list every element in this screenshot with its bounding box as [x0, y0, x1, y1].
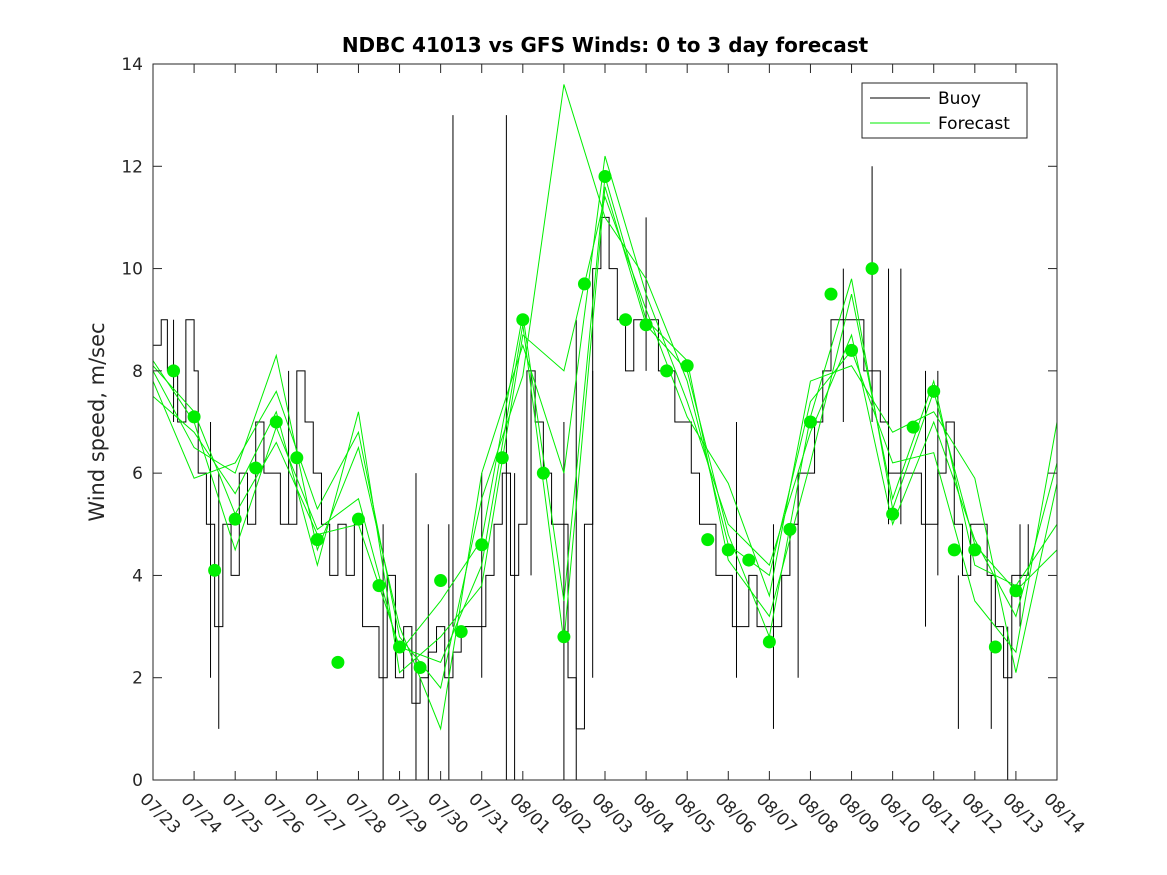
forecast-marker [865, 262, 879, 276]
forecast-marker [639, 318, 653, 332]
legend-box [861, 82, 1028, 139]
forecast-marker [577, 277, 591, 291]
legend-buoy-label: Buoy [938, 89, 981, 109]
forecast-marker [845, 343, 859, 357]
forecast-marker [557, 630, 571, 644]
forecast-marker [536, 466, 550, 480]
buoy-series-line [153, 216, 1029, 730]
legend: Buoy Forecast [861, 82, 1028, 139]
y-axis: 0 2 4 6 8 10 12 14 [121, 55, 1057, 791]
forecast-marker [701, 533, 715, 547]
forecast-marker [393, 640, 407, 654]
y-tick-label: 4 [132, 566, 143, 586]
forecast-marker [290, 451, 304, 465]
forecast-marker [762, 635, 776, 649]
forecast-marker [619, 313, 633, 327]
forecast-marker [434, 574, 448, 588]
forecast-marker [783, 522, 797, 536]
forecast-marker [824, 287, 838, 301]
forecast-series-line [152, 195, 1058, 674]
forecast-marker [886, 507, 900, 521]
forecast-marker [947, 543, 961, 557]
plot-area [153, 64, 1057, 780]
forecast-marker [906, 420, 920, 434]
y-tick-label: 0 [132, 771, 143, 791]
forecast-marker-layer [167, 170, 1023, 674]
y-tick-label: 14 [121, 55, 143, 75]
chart-title: NDBC 41013 vs GFS Winds: 0 to 3 day fore… [342, 33, 869, 57]
forecast-marker [413, 660, 427, 674]
forecast-marker [475, 538, 489, 552]
forecast-marker [454, 625, 468, 639]
y-axis-label: Wind speed, m/sec [85, 322, 109, 521]
forecast-marker [495, 451, 509, 465]
forecast-marker [721, 543, 735, 557]
forecast-layer [152, 84, 1058, 731]
forecast-marker [208, 563, 222, 577]
buoy-layer [153, 115, 1029, 780]
forecast-marker [1009, 584, 1023, 598]
y-tick-label: 8 [132, 362, 143, 382]
forecast-marker [742, 553, 756, 567]
forecast-series-line [152, 155, 1058, 731]
axes-background [153, 64, 1057, 780]
forecast-marker [310, 533, 324, 547]
forecast-marker [988, 640, 1002, 654]
forecast-marker [516, 313, 530, 327]
forecast-marker [803, 415, 817, 429]
forecast-marker [660, 364, 674, 378]
y-tick-label: 12 [121, 157, 143, 177]
forecast-marker [187, 410, 201, 424]
forecast-marker [331, 655, 345, 669]
forecast-marker [680, 359, 694, 373]
forecast-marker [372, 579, 386, 593]
forecast-marker [968, 543, 982, 557]
y-tick-label: 2 [132, 669, 143, 689]
forecast-marker [228, 512, 242, 526]
y-tick-label: 6 [132, 464, 143, 484]
forecast-marker [927, 384, 941, 398]
forecast-marker [269, 415, 283, 429]
forecast-marker [249, 461, 263, 475]
y-tick-label: 10 [121, 260, 143, 280]
legend-forecast-label: Forecast [938, 114, 1010, 134]
forecast-marker [167, 364, 181, 378]
forecast-series-line [152, 186, 1058, 664]
forecast-marker [351, 512, 365, 526]
forecast-marker [598, 170, 612, 184]
